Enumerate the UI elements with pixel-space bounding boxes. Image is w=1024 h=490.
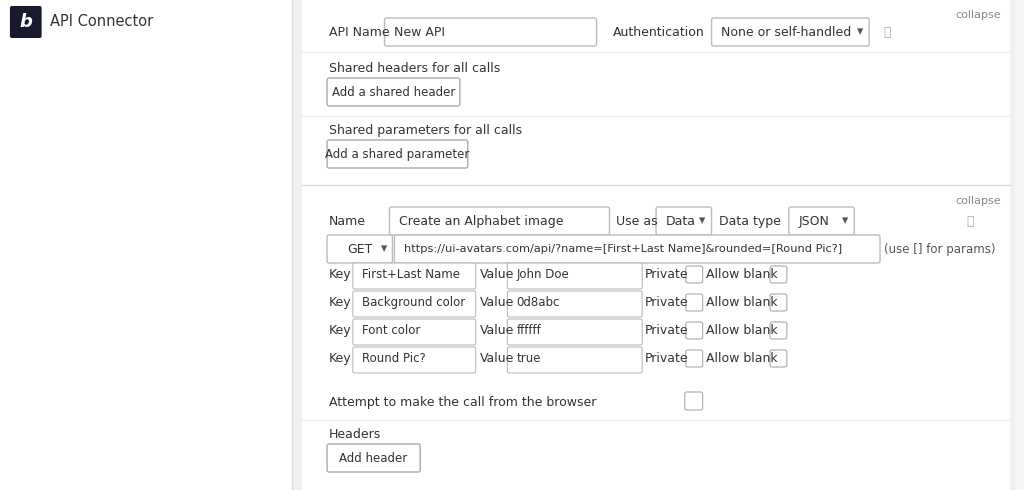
Text: ▾: ▾	[842, 215, 849, 227]
Text: Allow blank: Allow blank	[706, 268, 777, 280]
FancyBboxPatch shape	[656, 207, 712, 235]
Text: https://ui-avatars.com/api/?name=[First+Last Name]&rounded=[Round Pic?]: https://ui-avatars.com/api/?name=[First+…	[404, 244, 843, 254]
FancyBboxPatch shape	[302, 185, 1010, 490]
Text: Private: Private	[645, 351, 689, 365]
FancyBboxPatch shape	[712, 18, 869, 46]
FancyBboxPatch shape	[508, 263, 642, 289]
Text: Value: Value	[479, 295, 514, 309]
Text: None or self-handled: None or self-handled	[722, 25, 852, 39]
Text: Round Pic?: Round Pic?	[361, 351, 425, 365]
Text: 🗑: 🗑	[884, 25, 891, 39]
Text: Key: Key	[329, 323, 351, 337]
Text: ▾: ▾	[698, 215, 705, 227]
Text: Shared headers for all calls: Shared headers for all calls	[329, 62, 501, 74]
FancyBboxPatch shape	[770, 350, 786, 367]
FancyBboxPatch shape	[0, 0, 292, 490]
FancyBboxPatch shape	[508, 347, 642, 373]
Text: 0d8abc: 0d8abc	[516, 295, 560, 309]
FancyBboxPatch shape	[292, 0, 1015, 490]
FancyBboxPatch shape	[327, 444, 420, 472]
Text: JSON: JSON	[799, 215, 829, 227]
FancyBboxPatch shape	[685, 392, 702, 410]
Text: First+Last Name: First+Last Name	[361, 268, 460, 280]
Text: b: b	[19, 13, 32, 31]
Text: John Doe: John Doe	[516, 268, 569, 280]
FancyBboxPatch shape	[770, 294, 786, 311]
FancyBboxPatch shape	[385, 18, 597, 46]
Text: Allow blank: Allow blank	[706, 323, 777, 337]
FancyBboxPatch shape	[389, 207, 609, 235]
FancyBboxPatch shape	[770, 266, 786, 283]
Text: New API: New API	[394, 25, 445, 39]
Text: collapse: collapse	[955, 196, 1000, 206]
Text: Private: Private	[645, 295, 689, 309]
FancyBboxPatch shape	[353, 291, 476, 317]
Text: collapse: collapse	[955, 10, 1000, 20]
Text: GET: GET	[347, 243, 373, 255]
Text: Add a shared header: Add a shared header	[332, 85, 455, 98]
Text: 🗑: 🗑	[967, 215, 974, 227]
Text: (use [] for params): (use [] for params)	[884, 243, 995, 255]
FancyBboxPatch shape	[686, 322, 702, 339]
Text: Key: Key	[329, 268, 351, 280]
FancyBboxPatch shape	[394, 235, 880, 263]
Text: Add a shared parameter: Add a shared parameter	[326, 147, 470, 161]
Text: Authentication: Authentication	[612, 25, 705, 39]
Text: Shared parameters for all calls: Shared parameters for all calls	[329, 123, 522, 137]
FancyBboxPatch shape	[302, 0, 1010, 185]
FancyBboxPatch shape	[327, 140, 468, 168]
Text: Key: Key	[329, 351, 351, 365]
FancyBboxPatch shape	[788, 207, 854, 235]
FancyBboxPatch shape	[327, 78, 460, 106]
Text: Key: Key	[329, 295, 351, 309]
Text: ffffff: ffffff	[516, 323, 541, 337]
Text: Value: Value	[479, 268, 514, 280]
Text: Value: Value	[479, 323, 514, 337]
Text: Add header: Add header	[340, 451, 408, 465]
Text: true: true	[516, 351, 541, 365]
Text: Data: Data	[666, 215, 696, 227]
FancyBboxPatch shape	[770, 322, 786, 339]
Text: Allow blank: Allow blank	[706, 295, 777, 309]
Text: Background color: Background color	[361, 295, 465, 309]
FancyBboxPatch shape	[353, 263, 476, 289]
Text: ▾: ▾	[381, 243, 388, 255]
FancyBboxPatch shape	[508, 319, 642, 345]
Text: Data type: Data type	[720, 215, 781, 227]
Text: Use as: Use as	[616, 215, 658, 227]
Text: Private: Private	[645, 268, 689, 280]
Text: ▾: ▾	[857, 25, 863, 39]
Text: API Connector: API Connector	[49, 15, 153, 29]
Text: Allow blank: Allow blank	[706, 351, 777, 365]
Text: Font color: Font color	[361, 323, 420, 337]
Text: Value: Value	[479, 351, 514, 365]
FancyBboxPatch shape	[10, 6, 42, 38]
FancyBboxPatch shape	[686, 350, 702, 367]
Text: Attempt to make the call from the browser: Attempt to make the call from the browse…	[329, 395, 596, 409]
Text: Private: Private	[645, 323, 689, 337]
FancyBboxPatch shape	[327, 235, 392, 263]
Text: Create an Alphabet image: Create an Alphabet image	[399, 215, 564, 227]
FancyBboxPatch shape	[353, 319, 476, 345]
FancyBboxPatch shape	[686, 294, 702, 311]
FancyBboxPatch shape	[508, 291, 642, 317]
FancyBboxPatch shape	[686, 266, 702, 283]
Text: Name: Name	[329, 215, 366, 227]
FancyBboxPatch shape	[353, 347, 476, 373]
Text: API Name: API Name	[329, 25, 390, 39]
Text: Headers: Headers	[329, 427, 381, 441]
